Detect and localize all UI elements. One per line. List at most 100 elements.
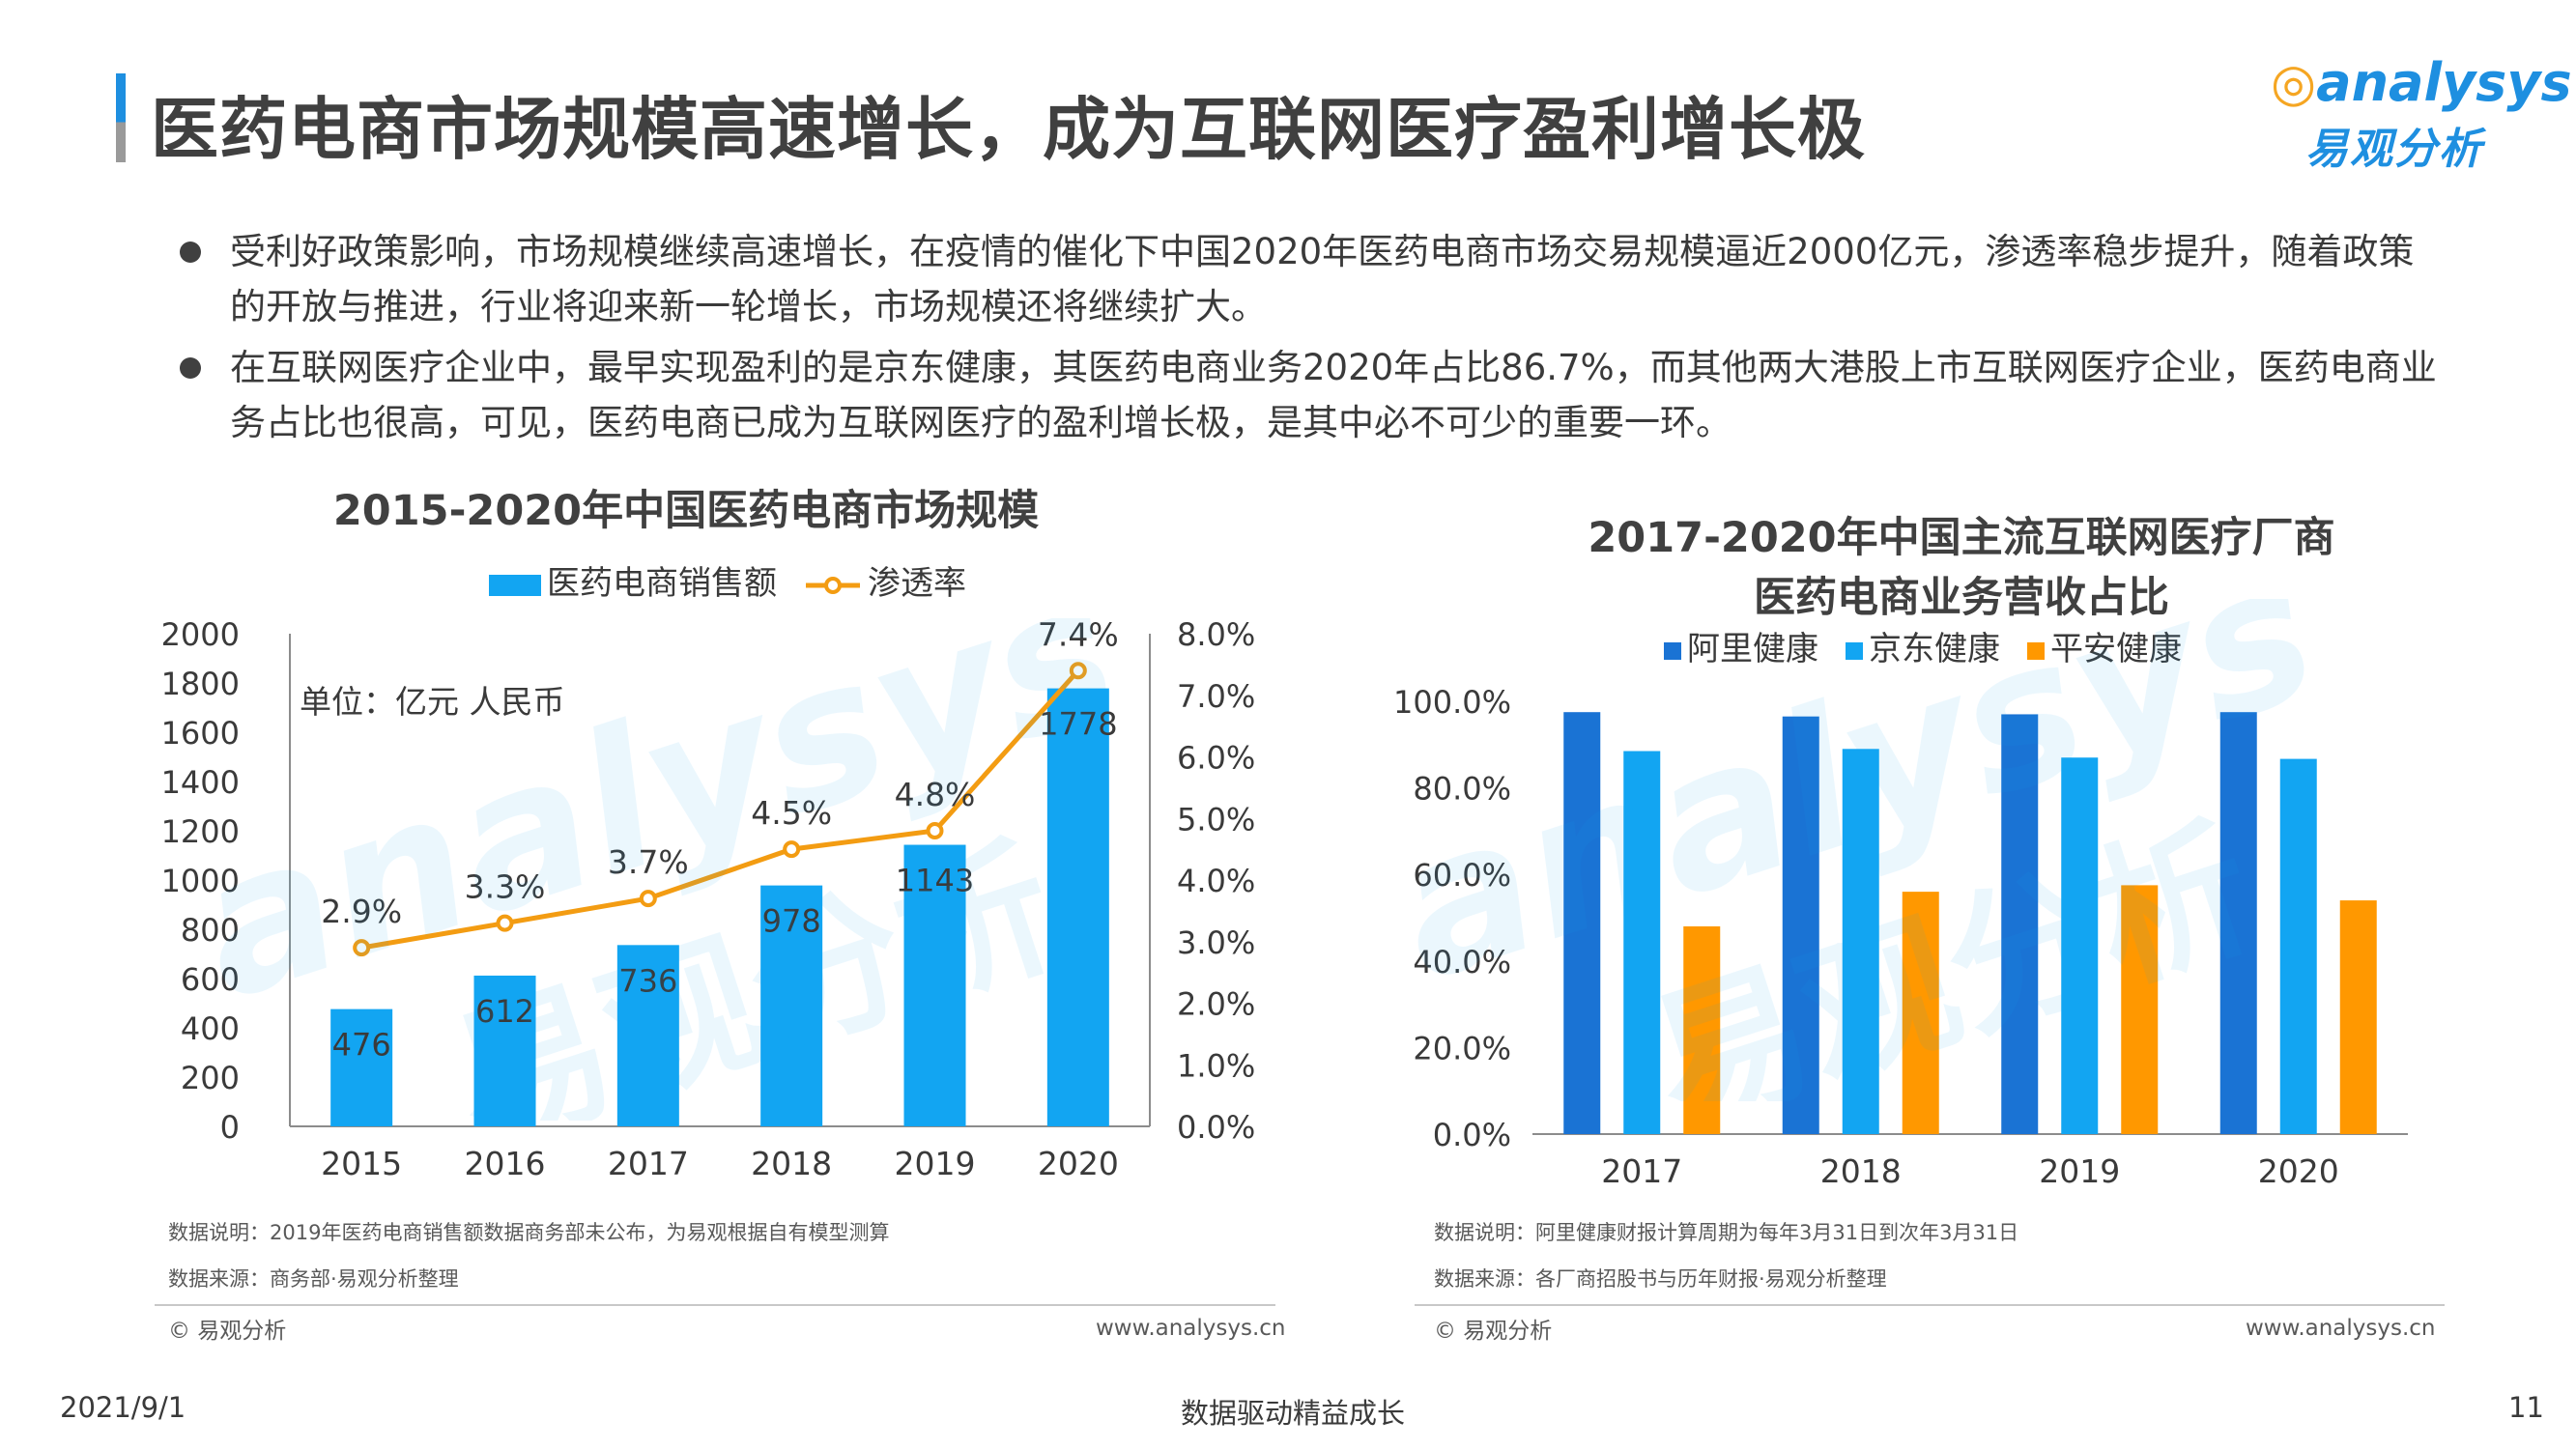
bar-平安健康 <box>2121 885 2159 1134</box>
penetration-point <box>496 914 514 932</box>
y-tick-label: 0.0% <box>1433 1117 1511 1153</box>
y-left-tick-label: 600 <box>181 961 240 998</box>
left-note-explain: 数据说明：2019年医药电商销售额数据商务部未公布，为易观根据自有模型测算 <box>168 1221 890 1244</box>
bar-京东健康 <box>2279 758 2317 1134</box>
bar-阿里健康 <box>1782 716 1819 1134</box>
bullet-dot-icon <box>180 242 201 263</box>
legend-jd-label: 京东健康 <box>1869 630 2000 668</box>
right-site-link[interactable]: www.analysys.cn <box>2246 1316 2436 1341</box>
legend-ali: 阿里健康 <box>1664 622 1818 669</box>
footer-date: 2021/9/1 <box>60 1391 186 1424</box>
bar-value-label: 1778 <box>1039 706 1117 743</box>
bar-平安健康 <box>1902 892 1939 1134</box>
left-copyright: © 易观分析 <box>168 1319 287 1344</box>
x-tick-label: 2017 <box>1601 1152 1682 1190</box>
logo-ring-icon: ◎ <box>2271 52 2317 113</box>
right-note-source: 数据来源：各厂商招股书与历年财报·易观分析整理 <box>1434 1267 1887 1291</box>
penetration-label: 7.4% <box>1038 615 1119 653</box>
penetration-label: 3.7% <box>608 843 689 881</box>
penetration-label: 2.9% <box>321 893 402 930</box>
legend-swatch-ali <box>1664 641 1681 660</box>
legend-pingan: 平安健康 <box>2027 622 2182 669</box>
bar-阿里健康 <box>2001 714 2039 1134</box>
y-right-tick-label: 4.0% <box>1177 863 1255 899</box>
x-tick-label: 2020 <box>2258 1152 2339 1190</box>
penetration-point <box>353 939 371 957</box>
analysys-logo: ◎analysys 易观分析 <box>2271 39 2572 174</box>
bullet-item: 受利好政策影响，市场规模继续高速增长，在疫情的催化下中国2020年医药电商市场交… <box>164 224 2445 334</box>
bullet-item: 在互联网医疗企业中，最早实现盈利的是京东健康，其医药电商业务2020年占比86.… <box>164 340 2445 450</box>
bar-阿里健康 <box>2219 712 2257 1134</box>
y-left-tick-label: 1800 <box>161 666 240 702</box>
chart-2-title-line1: 2017-2020年中国主流互联网医疗厂商 <box>1588 514 2335 562</box>
bullet-text: 受利好政策影响，市场规模继续高速增长，在疫情的催化下中国2020年医药电商市场交… <box>230 231 2415 327</box>
y-tick-label: 100.0% <box>1393 684 1511 721</box>
bar-value-label: 476 <box>332 1027 391 1064</box>
bar-平安健康 <box>1683 925 1721 1134</box>
bar-value-label: 736 <box>618 962 677 999</box>
y-left-tick-label: 0 <box>220 1109 240 1146</box>
y-tick-label: 20.0% <box>1413 1030 1511 1066</box>
bar-sales <box>616 945 679 1126</box>
unit-label: 单位：亿元 人民币 <box>300 683 565 721</box>
x-tick-label: 2017 <box>608 1145 689 1182</box>
y-right-tick-label: 7.0% <box>1177 678 1255 715</box>
penetration-point <box>639 890 657 908</box>
y-left-tick-label: 1200 <box>161 813 240 850</box>
page-title: 医药电商市场规模高速增长，成为互联网医疗盈利增长极 <box>151 90 1866 169</box>
bullet-dot-icon <box>180 357 201 379</box>
y-right-tick-label: 1.0% <box>1177 1047 1255 1084</box>
left-site-link[interactable]: www.analysys.cn <box>1096 1316 1286 1341</box>
title-accent-bar <box>116 73 126 162</box>
y-right-tick-label: 8.0% <box>1177 616 1255 653</box>
y-left-tick-label: 800 <box>181 912 240 949</box>
y-tick-label: 80.0% <box>1413 771 1511 808</box>
legend-jd: 京东健康 <box>1846 622 2000 669</box>
y-tick-label: 40.0% <box>1413 944 1511 980</box>
y-left-tick-label: 400 <box>181 1010 240 1047</box>
right-copyright: © 易观分析 <box>1434 1319 1553 1344</box>
footer-page-number: 11 <box>2508 1391 2544 1424</box>
legend-swatch-jd <box>1846 641 1863 660</box>
bar-sales <box>473 975 536 1126</box>
y-right-tick-label: 6.0% <box>1177 740 1255 777</box>
penetration-line <box>360 668 1080 951</box>
x-tick-label: 2020 <box>1038 1145 1119 1182</box>
logo-latin: ◎analysys <box>2271 52 2572 113</box>
x-tick-label: 2018 <box>1820 1152 1902 1190</box>
penetration-point <box>926 822 944 839</box>
legend-line-swatch <box>806 576 860 594</box>
bar-京东健康 <box>1842 749 1879 1134</box>
bar-sales <box>330 1009 393 1126</box>
bullet-list: 受利好政策影响，市场规模继续高速增长，在疫情的催化下中国2020年医药电商市场交… <box>164 224 2445 456</box>
y-right-tick-label: 5.0% <box>1177 801 1255 838</box>
penetration-label: 3.3% <box>465 868 546 906</box>
penetration-point <box>783 840 801 859</box>
x-tick-label: 2015 <box>321 1145 402 1182</box>
bar-sales <box>1046 688 1109 1126</box>
chart-1-title: 2015-2020年中国医药电商市场规模 <box>332 487 1040 535</box>
logo-cn: 易观分析 <box>2305 125 2483 174</box>
y-left-tick-label: 2000 <box>161 616 240 653</box>
y-tick-label: 60.0% <box>1413 857 1511 894</box>
legend-swatch-pingan <box>2027 641 2045 660</box>
right-separator <box>1415 1304 2445 1306</box>
bar-京东健康 <box>1623 751 1661 1134</box>
y-right-tick-label: 2.0% <box>1177 986 1255 1023</box>
y-left-tick-label: 1000 <box>161 863 240 899</box>
bullet-text: 在互联网医疗企业中，最早实现盈利的是京东健康，其医药电商业务2020年占比86.… <box>230 347 2437 443</box>
y-left-tick-label: 1600 <box>161 715 240 752</box>
bar-sales <box>760 885 823 1126</box>
penetration-label: 4.5% <box>751 794 832 832</box>
chart-revenue-share: 0.0% 20.0% 40.0% 60.0% 80.0% 100.0% 2017 2018 20… <box>1393 684 2408 1190</box>
bar-value-label: 612 <box>475 993 534 1030</box>
x-tick-label: 2019 <box>895 1145 976 1182</box>
chart-2-title-line2: 医药电商业务营收占比 <box>1754 574 2169 622</box>
y-right-tick-label: 0.0% <box>1177 1109 1255 1146</box>
bar-value-label: 1143 <box>896 863 974 899</box>
legend-ali-label: 阿里健康 <box>1687 630 1818 668</box>
legend-penetration-label: 渗透率 <box>868 564 966 603</box>
chart-market-size: 单位：亿元 人民币 0 200 400 600 800 1000 1200 1400 1600 1… <box>161 615 1256 1182</box>
bar-value-label: 978 <box>762 903 821 940</box>
left-note-source: 数据来源：商务部·易观分析整理 <box>168 1267 459 1291</box>
